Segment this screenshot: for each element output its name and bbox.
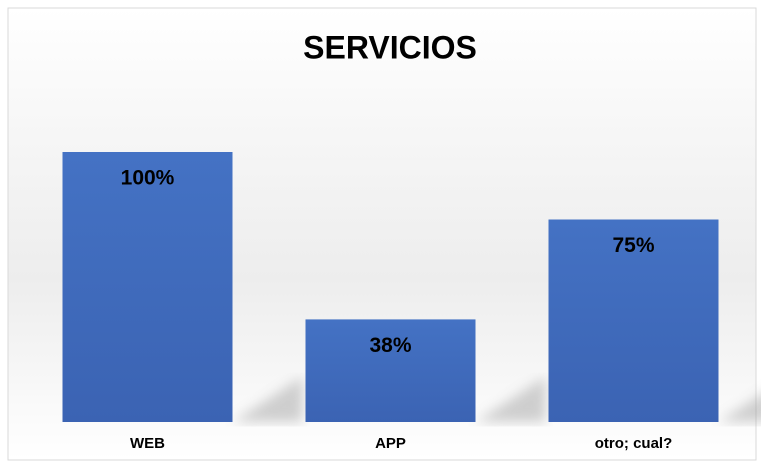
bar — [305, 319, 476, 422]
chart-title: SERVICIOS — [303, 29, 477, 65]
x-tick-label: APP — [375, 435, 406, 452]
x-tick-label: otro; cual? — [595, 435, 673, 452]
bar-shadow — [232, 377, 303, 422]
bar-shadow — [475, 377, 546, 422]
data-label: 100% — [121, 167, 175, 190]
bar — [62, 152, 233, 422]
bar-shadow — [718, 394, 761, 422]
x-tick-label: WEB — [130, 435, 165, 452]
bar — [548, 219, 719, 422]
data-label: 38% — [369, 334, 411, 357]
data-label: 75% — [612, 234, 654, 257]
